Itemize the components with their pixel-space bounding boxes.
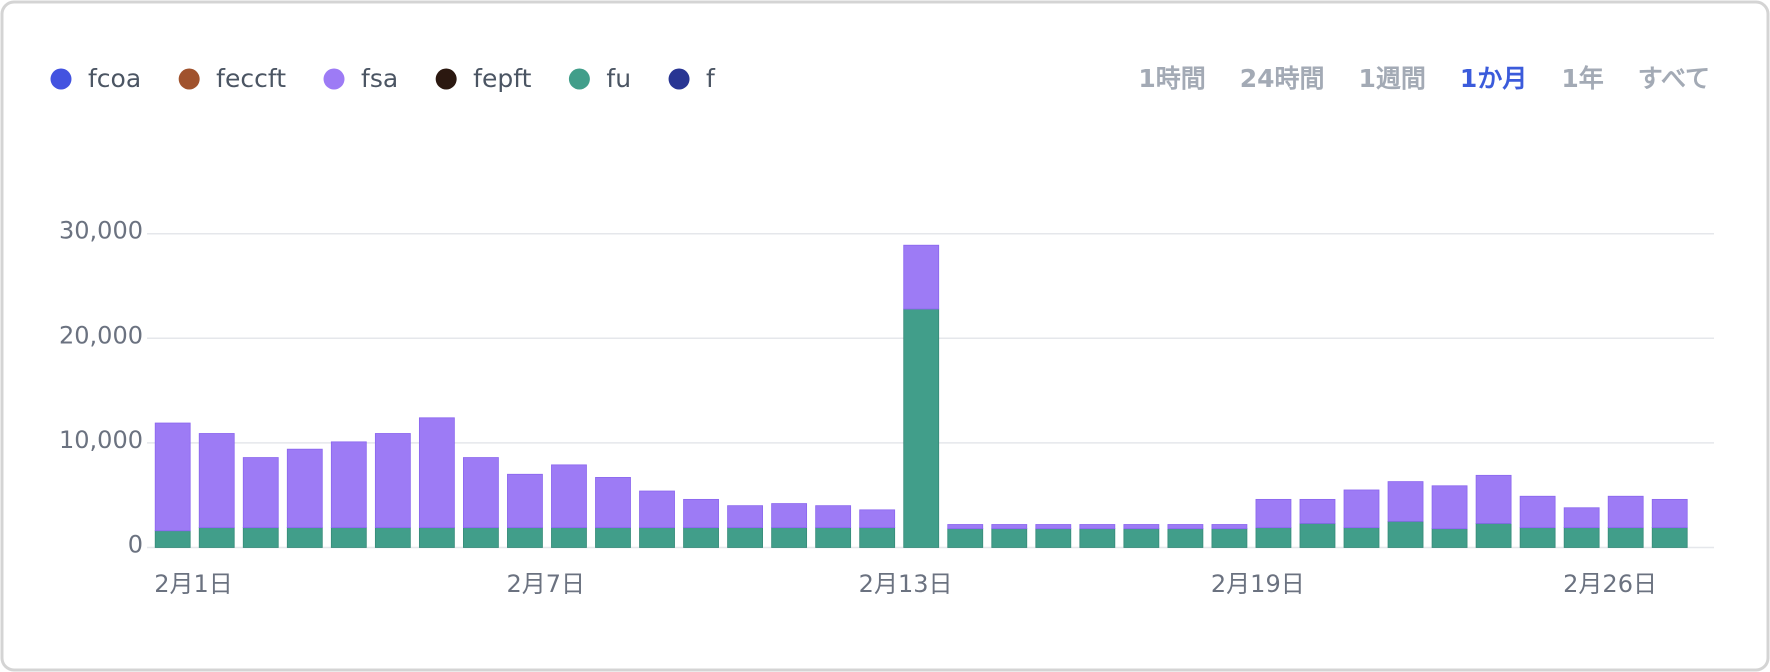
legend-label[interactable]: fcoa bbox=[88, 64, 141, 93]
bar-segment bbox=[374, 433, 411, 529]
x-tick-label: 2月13日 bbox=[859, 570, 953, 598]
bar-segment bbox=[727, 505, 763, 529]
bar-segment bbox=[1255, 498, 1292, 529]
bar-segment bbox=[639, 490, 675, 529]
range-button[interactable]: 1か月 bbox=[1460, 64, 1527, 93]
bar-segment bbox=[595, 477, 631, 529]
legend-label[interactable]: fsa bbox=[361, 64, 398, 93]
x-tick-label: 2月1日 bbox=[154, 570, 233, 598]
legend-swatch bbox=[178, 68, 200, 90]
bar-segment bbox=[859, 509, 896, 529]
bar-segment bbox=[1123, 528, 1160, 548]
bar-segment bbox=[1167, 524, 1204, 530]
bar-segment bbox=[1035, 524, 1072, 530]
bar-segment bbox=[1079, 528, 1116, 548]
bar-segment bbox=[947, 528, 984, 548]
bar-segment bbox=[551, 464, 587, 529]
x-tick-label: 2月19日 bbox=[1211, 570, 1305, 598]
bar-segment bbox=[418, 417, 455, 529]
bar-segment bbox=[418, 527, 455, 548]
bar-segment bbox=[1563, 507, 1600, 529]
bar-segment bbox=[1519, 527, 1556, 548]
bar-segment bbox=[1563, 527, 1600, 548]
bar-segment bbox=[154, 422, 191, 532]
bar-segment bbox=[1607, 495, 1644, 529]
bar-segment bbox=[903, 308, 940, 548]
bar-segment bbox=[198, 433, 235, 529]
bar-segment bbox=[771, 503, 808, 529]
range-button[interactable]: すべて bbox=[1638, 64, 1710, 93]
bar-segment bbox=[639, 527, 675, 548]
bar-segment bbox=[198, 527, 235, 548]
bar-segment bbox=[595, 527, 631, 548]
bar-segment bbox=[1651, 498, 1688, 529]
bar-segment bbox=[242, 527, 279, 548]
range-button[interactable]: 1週間 bbox=[1359, 64, 1426, 93]
bar-segment bbox=[1299, 498, 1336, 524]
bar-segment bbox=[374, 527, 411, 548]
range-button[interactable]: 1年 bbox=[1561, 64, 1603, 93]
bar-segment bbox=[1343, 527, 1380, 548]
bar-segment bbox=[1167, 528, 1204, 548]
bar-segment bbox=[991, 524, 1028, 530]
bar-segment bbox=[286, 527, 323, 548]
x-tick-label: 2月26日 bbox=[1563, 570, 1657, 598]
legend-label[interactable]: fepft bbox=[473, 64, 531, 93]
legend-swatch bbox=[50, 68, 72, 90]
bar-segment bbox=[330, 441, 367, 529]
range-button[interactable]: 1時間 bbox=[1138, 64, 1205, 93]
legend-swatch bbox=[435, 68, 457, 90]
y-tick-label: 0 bbox=[128, 531, 143, 559]
bar-segment bbox=[242, 457, 279, 529]
legend-swatch bbox=[568, 68, 590, 90]
y-tick-label: 30,000 bbox=[59, 217, 143, 245]
legend-label[interactable]: feccft bbox=[216, 64, 286, 93]
bar-segment bbox=[1343, 489, 1380, 529]
bar-segment bbox=[947, 524, 984, 530]
bar-segment bbox=[815, 505, 852, 529]
bar-segment bbox=[1431, 528, 1468, 548]
bar-segment bbox=[1299, 523, 1336, 548]
bar-segment bbox=[1519, 495, 1556, 529]
bar-segment bbox=[683, 527, 719, 548]
bar-segment bbox=[330, 527, 367, 548]
bar-segment bbox=[1255, 527, 1292, 548]
bar-segment bbox=[1387, 481, 1424, 522]
x-tick-label: 2月7日 bbox=[506, 570, 585, 598]
legend-swatch bbox=[323, 68, 345, 90]
bar-segment bbox=[815, 527, 852, 548]
bar-segment bbox=[1475, 523, 1512, 548]
bar-segment bbox=[991, 528, 1028, 548]
bar-segment bbox=[1431, 485, 1468, 530]
y-tick-label: 10,000 bbox=[59, 426, 143, 454]
bar-segment bbox=[771, 527, 808, 548]
legend-swatch bbox=[668, 68, 690, 90]
bar-segment bbox=[507, 527, 543, 548]
bar-segment bbox=[1123, 524, 1160, 530]
legend-label[interactable]: f bbox=[706, 64, 716, 93]
bar-segment bbox=[507, 473, 543, 529]
bar-segment bbox=[463, 457, 499, 529]
bar-segment bbox=[1387, 520, 1424, 548]
bar-segment bbox=[1607, 527, 1644, 548]
bar-segment bbox=[463, 527, 499, 548]
bar-segment bbox=[859, 527, 896, 548]
bar-segment bbox=[1475, 474, 1512, 524]
bar-segment bbox=[1211, 528, 1248, 548]
bar-segment bbox=[154, 530, 191, 548]
y-tick-label: 20,000 bbox=[59, 321, 143, 349]
legend-label[interactable]: fu bbox=[606, 64, 631, 93]
bar-segment bbox=[286, 448, 323, 529]
bar-segment bbox=[551, 527, 587, 548]
bar-segment bbox=[683, 498, 719, 529]
bar-segment bbox=[1079, 524, 1116, 530]
range-button[interactable]: 24時間 bbox=[1240, 64, 1325, 93]
bar-segment bbox=[1035, 528, 1072, 548]
bar-segment bbox=[1211, 524, 1248, 530]
bar-segment bbox=[727, 527, 763, 548]
bar-segment bbox=[1651, 527, 1688, 548]
bar-segment bbox=[903, 244, 940, 310]
